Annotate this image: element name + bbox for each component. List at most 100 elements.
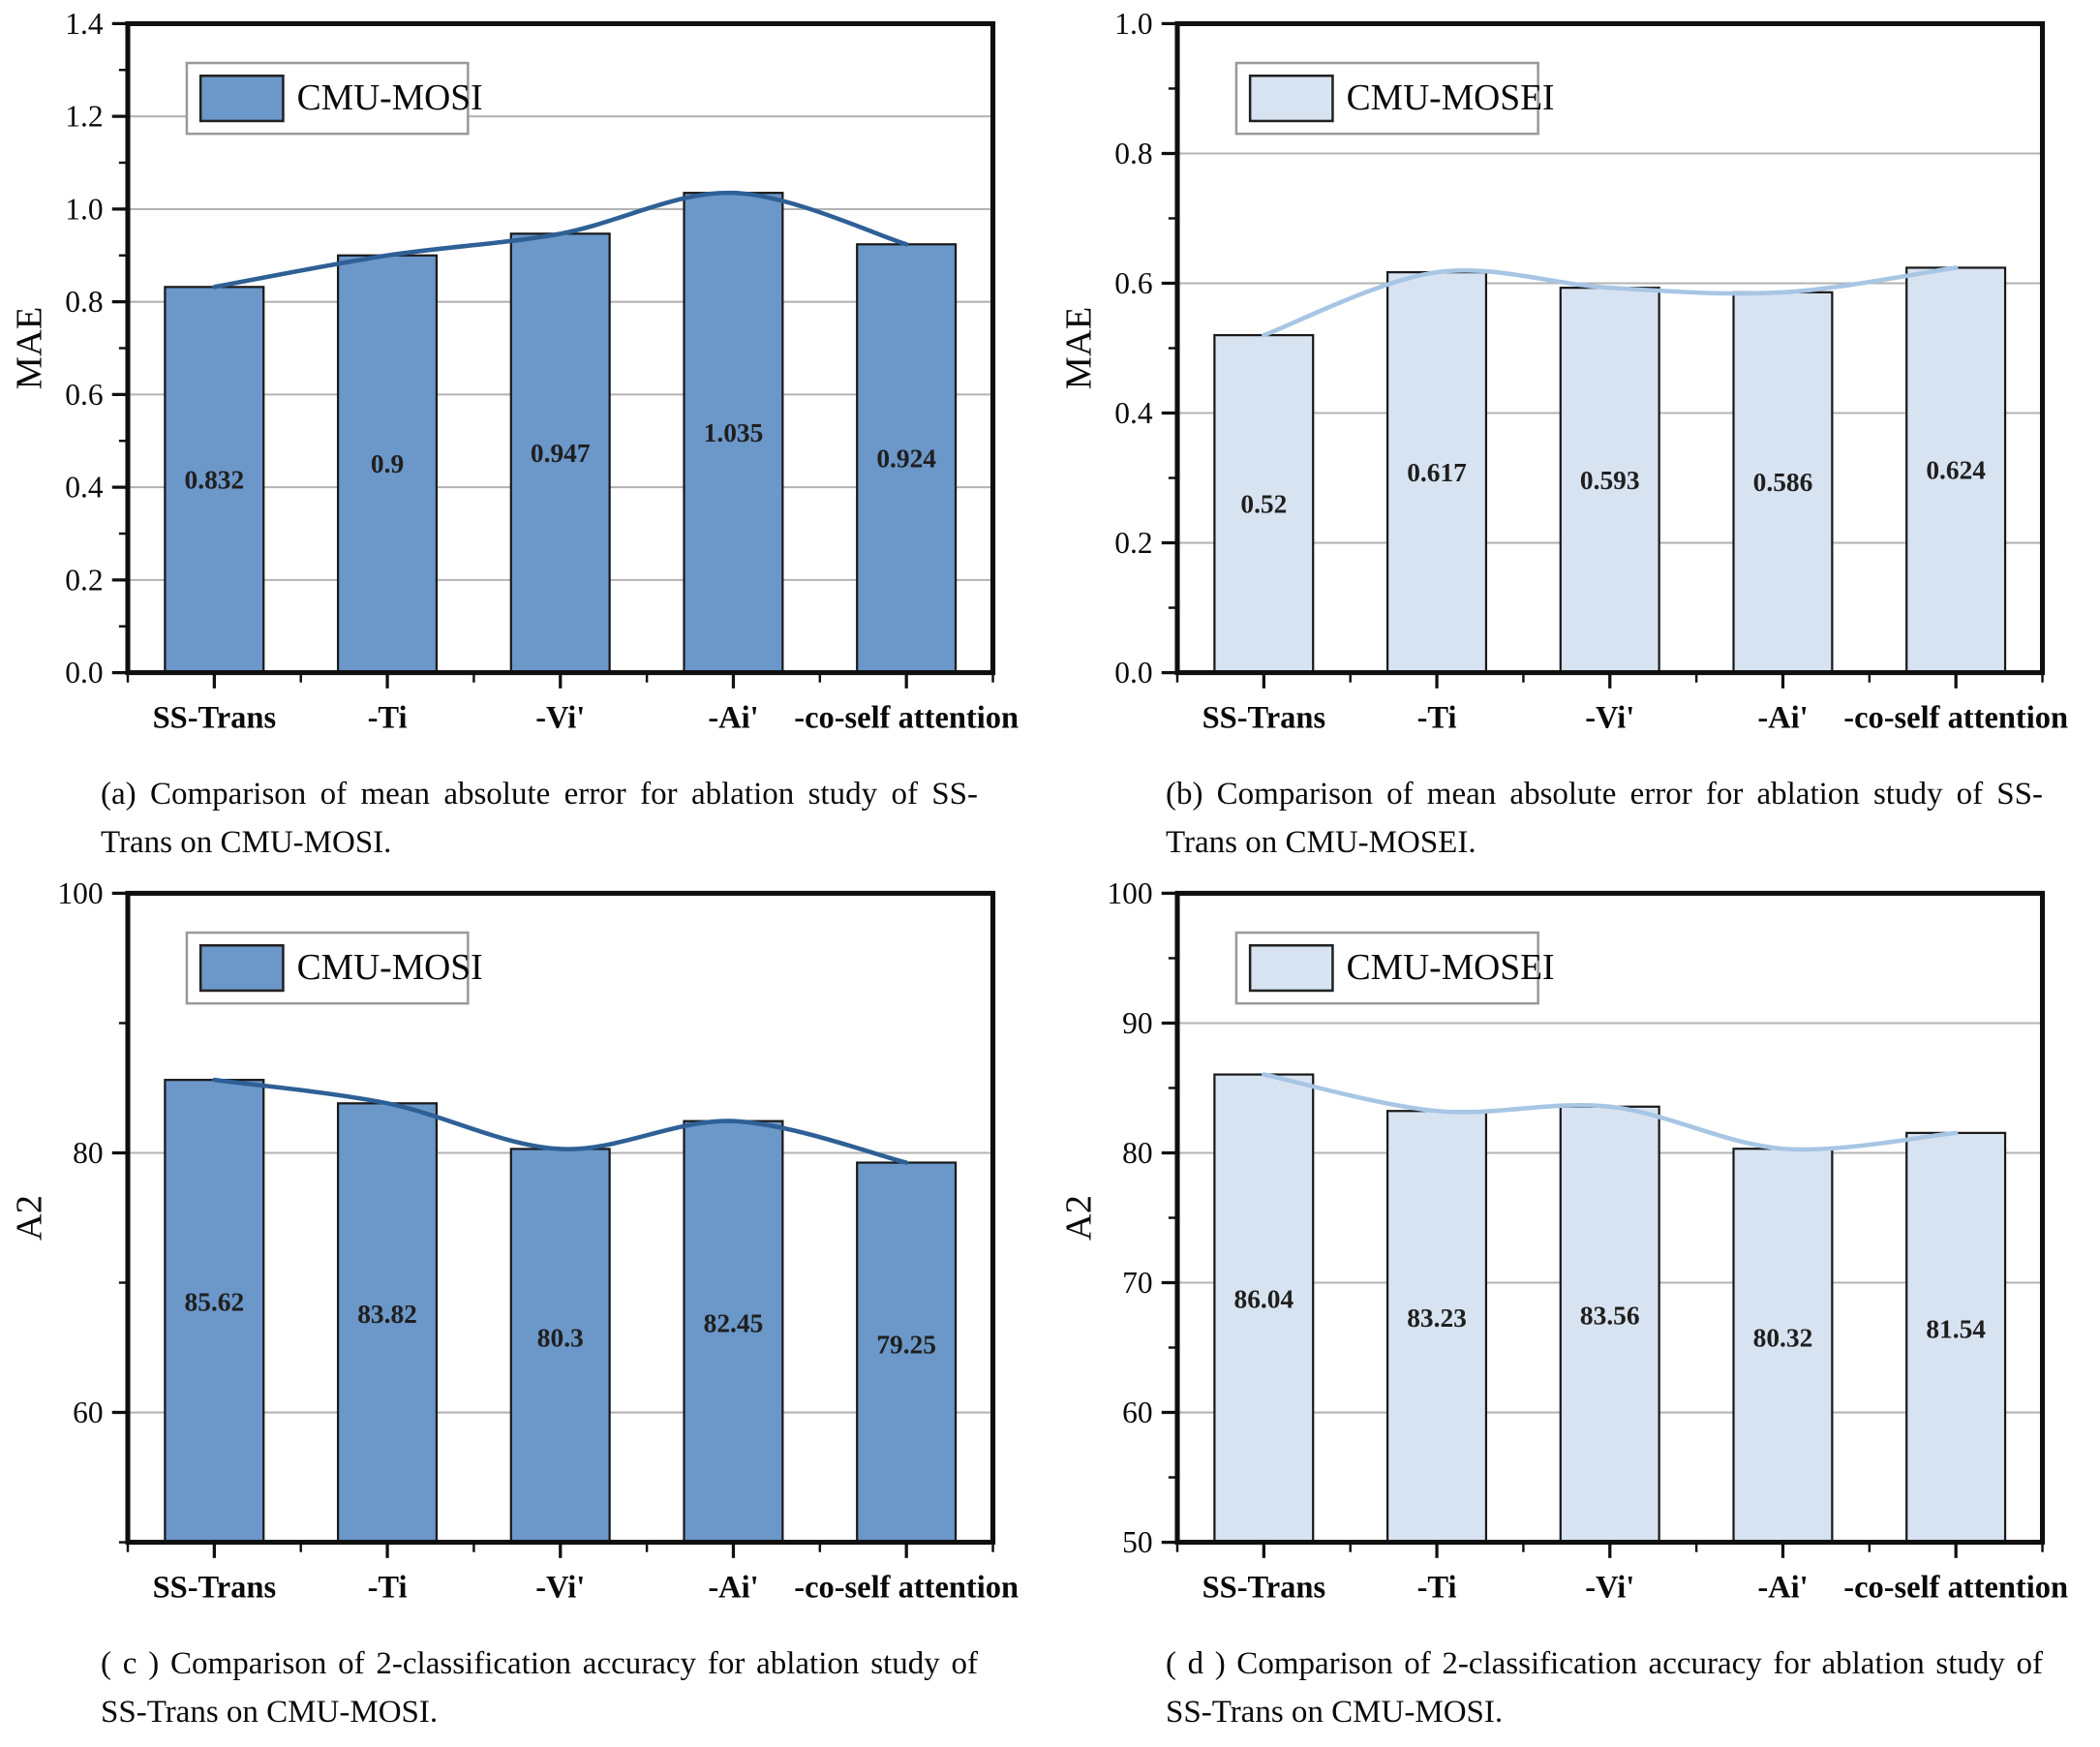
y-tick-label: 100 [1107, 876, 1152, 910]
y-tick-label: 100 [57, 876, 103, 910]
y-tick-label: 70 [1122, 1266, 1152, 1300]
x-category-label: -co-self attention [1843, 1570, 2068, 1605]
bar-value-label: 83.23 [1407, 1303, 1467, 1333]
bar-value-label: 0.9 [371, 449, 404, 478]
x-category-label: -Vi' [1585, 700, 1634, 735]
y-tick-label: 1.4 [65, 7, 104, 41]
x-category-label: -Ai' [1757, 1570, 1808, 1605]
bar-value-label: 80.32 [1753, 1323, 1813, 1352]
bar-value-label: 85.62 [185, 1287, 245, 1316]
bar-value-label: 83.82 [357, 1300, 417, 1329]
bar--Ti [336, 1102, 439, 1544]
y-tick-label: 80 [73, 1136, 103, 1170]
bar-value-label: 0.832 [185, 465, 245, 494]
x-category-label: -Ti [368, 1570, 408, 1605]
y-tick-label: 1.2 [65, 100, 103, 134]
y-tick-label: 0.6 [1114, 266, 1152, 300]
y-tick-label: 0.2 [65, 563, 103, 597]
y-tick-label: 50 [1122, 1525, 1152, 1559]
y-tick-label: 60 [73, 1395, 103, 1429]
y-tick-label: 0.6 [65, 378, 103, 412]
legend-swatch [198, 74, 285, 123]
y-axis-label: A2 [1059, 1195, 1100, 1241]
bar--Ai' [1732, 291, 1834, 674]
caption-a: (a) Comparison of mean absolute error fo… [101, 777, 978, 860]
x-category-label: SS-Trans [1202, 1570, 1326, 1605]
x-category-label: -co-self attention [794, 1570, 1019, 1605]
chart-a-svg: 0.832 0.9 0.947 1.035 0.924 0.0 0.2 0.4 0.6 0.8 1.… [10, 7, 1019, 736]
x-category-label: SS-Trans [153, 1570, 277, 1605]
legend-label: CMU-MOSEI [1347, 948, 1555, 988]
bar-value-label: 0.947 [531, 439, 591, 468]
legend: CMU-MOSI [185, 931, 483, 1005]
legend: CMU-MOSEI [1234, 61, 1555, 136]
y-tick-label: 0.4 [65, 471, 104, 505]
legend-swatch [1248, 74, 1334, 123]
x-category-label: -Ti [368, 700, 408, 735]
bar-value-label: 79.25 [876, 1331, 936, 1360]
chart-d: 86.04 83.23 83.56 80.32 81.54 50 60 70 80 90 100 SS… [1050, 875, 2072, 1623]
y-tick-label: 0.8 [65, 285, 103, 319]
x-category-label: -Ti [1417, 700, 1457, 735]
trend-line [1262, 265, 1959, 338]
y-axis-label: A2 [10, 1195, 50, 1241]
bar-value-label: 0.924 [876, 444, 936, 473]
x-category-label: -co-self attention [794, 700, 1019, 735]
y-tick-label: 0.8 [1114, 137, 1152, 170]
x-category-label: -Ai' [708, 700, 758, 735]
bar-value-label: 80.3 [537, 1323, 584, 1352]
caption-b: (b) Comparison of mean absolute error fo… [1166, 777, 2043, 860]
y-tick-label: 0.0 [1114, 656, 1152, 690]
bar--Ti [336, 254, 439, 674]
y-tick-label: 0.4 [1114, 396, 1153, 430]
chart-b: 0.52 0.617 0.593 0.586 0.624 0.0 0.2 0.4 0.6 0.8 1… [1050, 6, 2072, 753]
y-tick-label: 60 [1122, 1395, 1152, 1429]
y-tick-label: 1.0 [1114, 7, 1152, 41]
y-axis-label: MAE [10, 307, 50, 390]
y-tick-label: 1.0 [65, 192, 103, 226]
caption-c: ( c ) Comparison of 2-classification acc… [101, 1646, 978, 1730]
legend-label: CMU-MOSI [297, 948, 483, 988]
trend-line [212, 190, 909, 290]
y-tick-label: 90 [1122, 1006, 1152, 1040]
panel-b: 0.52 0.617 0.593 0.586 0.624 0.0 0.2 0.4 0.6 0.8 1… [1050, 6, 2100, 875]
bar-value-label: 86.04 [1234, 1284, 1294, 1313]
bar-value-label: 0.593 [1580, 466, 1640, 495]
chart-c-svg: 85.62 83.82 80.3 82.45 79.25 60 80 100 SS-Trans -… [10, 876, 1019, 1606]
bar--co-self attention [856, 243, 958, 674]
x-category-label: -Vi' [535, 700, 585, 735]
panel-d: 86.04 83.23 83.56 80.32 81.54 50 60 70 80 90 100 SS… [1050, 875, 2100, 1747]
x-category-label: -Ai' [1757, 700, 1808, 735]
x-category-label: SS-Trans [153, 700, 277, 735]
legend: CMU-MOSI [185, 61, 483, 136]
bar-value-label: 0.52 [1240, 489, 1287, 518]
x-category-label: -Vi' [1585, 1570, 1634, 1605]
bar-value-label: 82.45 [704, 1308, 764, 1337]
x-category-label: -Ti [1417, 1570, 1457, 1605]
bar-value-label: 0.624 [1926, 456, 1986, 485]
trend-line [1262, 1072, 1959, 1152]
bar--Vi' [509, 232, 611, 674]
bar-SS-Trans [164, 1079, 265, 1544]
bar--Ti [1385, 1110, 1488, 1544]
chart-c: 85.62 83.82 80.3 82.45 79.25 60 80 100 SS-Trans -… [0, 875, 1022, 1623]
bar-value-label: 83.56 [1580, 1302, 1640, 1331]
chart-d-svg: 86.04 83.23 83.56 80.32 81.54 50 60 70 80 90 100 SS… [1059, 876, 2068, 1606]
x-category-label: SS-Trans [1202, 700, 1326, 735]
x-category-label: -Vi' [535, 1570, 585, 1605]
trend-line [212, 1077, 909, 1165]
legend: CMU-MOSEI [1234, 931, 1555, 1005]
caption-d: ( d ) Comparison of 2-classification acc… [1166, 1646, 2043, 1730]
legend-swatch [198, 943, 285, 993]
legend-swatch [1248, 943, 1334, 993]
legend-label: CMU-MOSI [297, 78, 483, 118]
bar-value-label: 0.586 [1753, 468, 1813, 497]
y-tick-label: 0.2 [1114, 526, 1152, 560]
y-tick-label: 0.0 [65, 656, 103, 690]
legend-label: CMU-MOSEI [1347, 78, 1555, 118]
x-category-label: -Ai' [708, 1570, 758, 1605]
bar-value-label: 81.54 [1926, 1315, 1986, 1344]
panel-c: 85.62 83.82 80.3 82.45 79.25 60 80 100 SS-Trans -… [0, 875, 1050, 1747]
x-category-label: -co-self attention [1843, 700, 2068, 735]
